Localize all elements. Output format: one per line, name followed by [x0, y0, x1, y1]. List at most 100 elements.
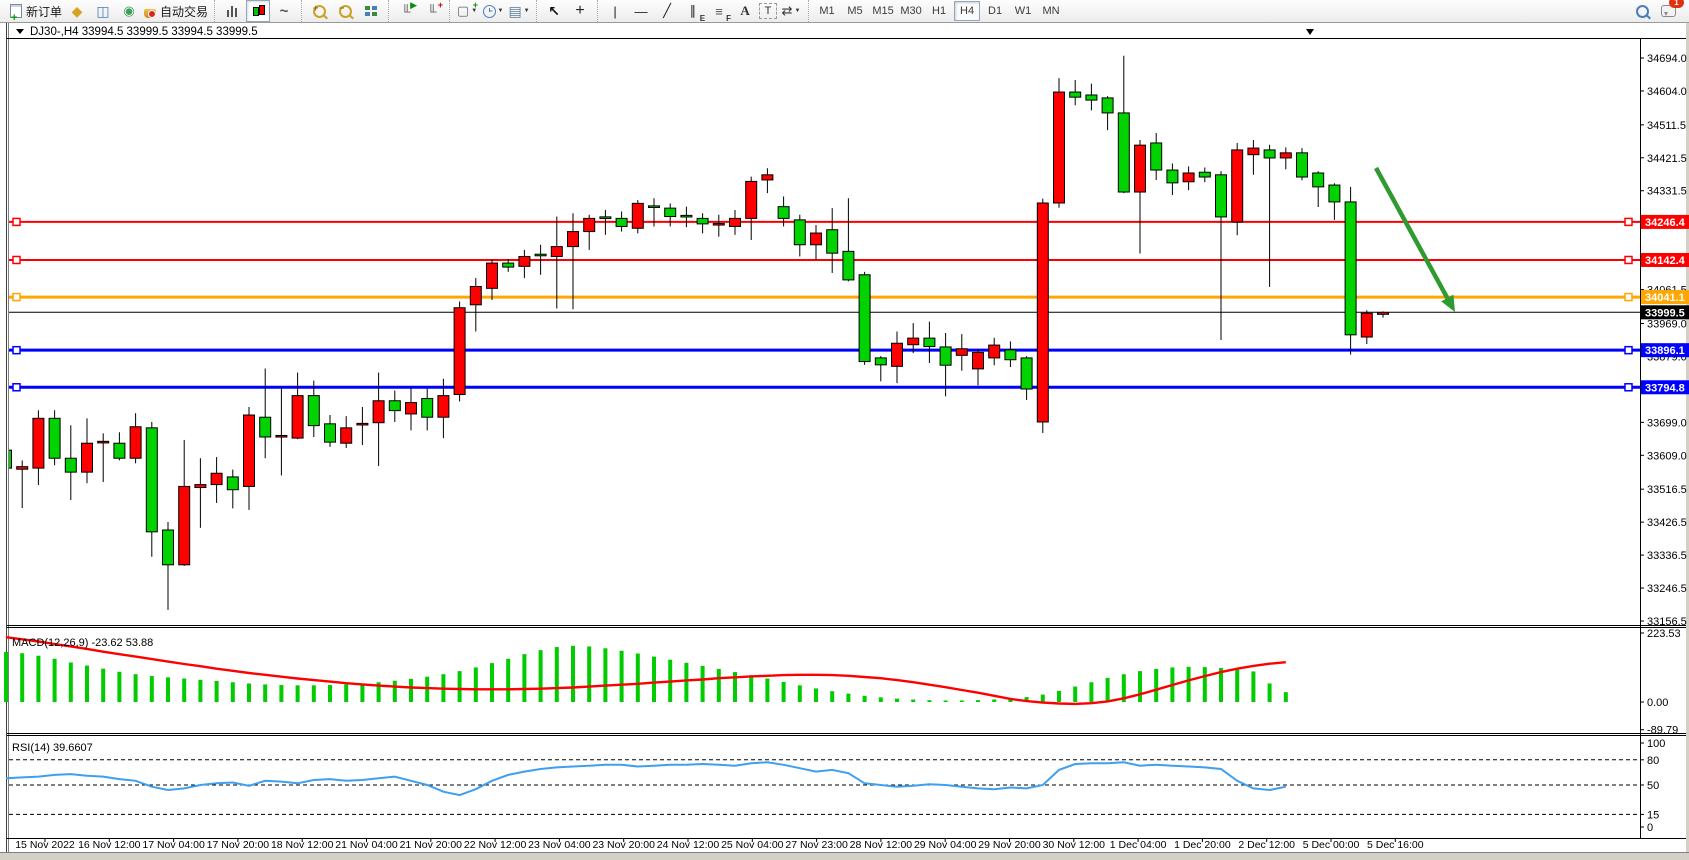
candle-body [453, 307, 466, 396]
time-label: 2 Dec 12:00 [1238, 839, 1295, 851]
tile-windows-icon[interactable] [359, 0, 383, 22]
hline-handle[interactable] [12, 217, 21, 227]
chat-icon[interactable]: 1 [1656, 0, 1684, 22]
candle-body [696, 217, 709, 225]
signal-icon[interactable]: ◉ [123, 3, 135, 18]
hline-icon[interactable]: — [634, 3, 648, 19]
toolbar: + 新订单 ◆ ◫ ◉ 自动交易 ~ + − ╙ ▶ ╙ + ▢ + ▼ ▼ ▤ ▼ ↖ + | — ╱ ∥ E ≡ F A T ⇄ ▼ M1 M… [0, 0, 1689, 24]
vline-icon[interactable]: | [613, 3, 617, 19]
macd-bar [554, 647, 559, 702]
trendline-icon[interactable]: ╱ [663, 3, 671, 18]
time-label: 15 Nov 2022 [15, 839, 75, 851]
indicators-icon[interactable]: ╙ ▶ [401, 0, 418, 19]
chart-shift-marker[interactable] [1306, 29, 1314, 35]
hline-handle[interactable] [1624, 292, 1633, 302]
candle-body [1296, 152, 1308, 178]
chart-title-toggle[interactable] [16, 29, 24, 34]
charts-gold-icon[interactable]: ◆ [71, 2, 83, 19]
timeframe-m1[interactable]: M1 [819, 5, 835, 17]
macd-bar [1121, 674, 1126, 702]
hline-handle[interactable] [12, 292, 21, 302]
timeframe-h4[interactable]: H4 [954, 1, 981, 21]
macd-bar [603, 648, 608, 702]
candle-body [1036, 202, 1049, 423]
timeframe-d1[interactable]: D1 [988, 5, 1003, 17]
hline-handle[interactable] [12, 345, 21, 355]
timeframe-mn[interactable]: MN [1042, 5, 1060, 17]
svg-text:33999.5: 33999.5 [1645, 307, 1685, 319]
timeframe-m5[interactable]: M5 [847, 5, 863, 17]
candle-body [486, 262, 498, 289]
fibo-icon[interactable]: ≡ F [715, 3, 732, 24]
time-label: 23 Nov 04:00 [528, 839, 591, 851]
macd-bar [1219, 668, 1223, 702]
channel-icon[interactable]: ∥ E [689, 3, 706, 23]
candle-body [1231, 149, 1244, 223]
hline-handle[interactable] [1624, 255, 1633, 265]
zoom-out-icon-glyph [338, 4, 352, 18]
profile-icon[interactable]: ◫ [96, 2, 110, 19]
candle-body [810, 232, 822, 246]
timeframe-m30[interactable]: M30 [900, 5, 922, 17]
candle-body [972, 351, 984, 370]
bar-chart-icon[interactable] [220, 0, 244, 22]
macd-bar [247, 683, 251, 702]
time-label: 21 Nov 04:00 [335, 839, 398, 851]
macd-bar [457, 671, 462, 702]
candle-chart-icon[interactable] [246, 0, 271, 22]
macd-bar [781, 681, 786, 702]
zoom-out-icon[interactable]: − [333, 0, 357, 22]
auto-trading-button[interactable]: 自动交易 [143, 0, 209, 22]
candle-body [793, 219, 806, 246]
annotation-arrow[interactable] [1374, 166, 1450, 300]
candle-body [1101, 97, 1114, 114]
hline-price-label [1641, 343, 1689, 358]
hline-handle[interactable] [12, 383, 21, 392]
time-label: 28 Nov 12:00 [850, 839, 913, 851]
text-icon[interactable]: A [740, 3, 750, 18]
candle-body [9, 449, 12, 469]
macd-bar [619, 650, 624, 702]
chart-canvas[interactable]: 34694.034604.034511.534421.534331.534061… [0, 23, 1689, 860]
macd-bar [846, 693, 851, 702]
timeframe-m15[interactable]: M15 [872, 5, 894, 17]
new-order-button[interactable]: + 新订单 [9, 0, 63, 24]
arrows-icon[interactable]: ⇄ ▼ [781, 3, 801, 18]
candle-body [1263, 149, 1276, 159]
clock-icon[interactable]: ▼ [481, 0, 505, 22]
candle-body [826, 229, 839, 254]
add-indicator-icon[interactable]: ╙ + [427, 0, 444, 19]
template-icon[interactable]: ▤ ▼ [508, 2, 530, 19]
timeframe-w1[interactable]: W1 [1014, 5, 1032, 17]
timeframe-h1[interactable]: H1 [932, 5, 947, 17]
hline-handle[interactable] [12, 255, 21, 265]
time-label: 21 Nov 20:00 [400, 839, 463, 851]
svg-text:15: 15 [1647, 809, 1659, 821]
macd-bar [52, 658, 57, 702]
hline-price-label [1641, 305, 1689, 320]
macd-bar [571, 645, 575, 702]
hline-handle[interactable] [1624, 345, 1633, 355]
line-chart-icon[interactable]: ~ [279, 2, 289, 20]
candle-body [291, 395, 304, 439]
hline-handle[interactable] [1624, 383, 1633, 392]
label-icon[interactable]: T [759, 3, 778, 19]
hline-handle[interactable] [1624, 217, 1633, 227]
price-tick-label: 33699.0 [1647, 417, 1687, 429]
candle-body [502, 262, 515, 268]
candle-body [1020, 357, 1033, 390]
price-tick-label: 33516.5 [1647, 484, 1687, 496]
crosshair-icon[interactable]: + [575, 2, 585, 19]
objects-icon[interactable]: ▢ + ▼ [456, 0, 479, 18]
macd-bar [716, 668, 721, 702]
cursor-icon[interactable]: ↖ [548, 2, 560, 19]
candle-body [988, 344, 1001, 359]
annotation-arrow-head [1441, 294, 1455, 312]
chart-area[interactable]: 34694.034604.034511.534421.534331.534061… [0, 23, 1689, 860]
search-icon[interactable] [1630, 0, 1654, 22]
zoom-in-icon[interactable]: + [307, 0, 331, 22]
svg-text:100: 100 [1647, 738, 1665, 750]
macd-bar [797, 685, 802, 702]
svg-text:34246.4: 34246.4 [1645, 217, 1686, 229]
candle-body [1182, 172, 1195, 183]
